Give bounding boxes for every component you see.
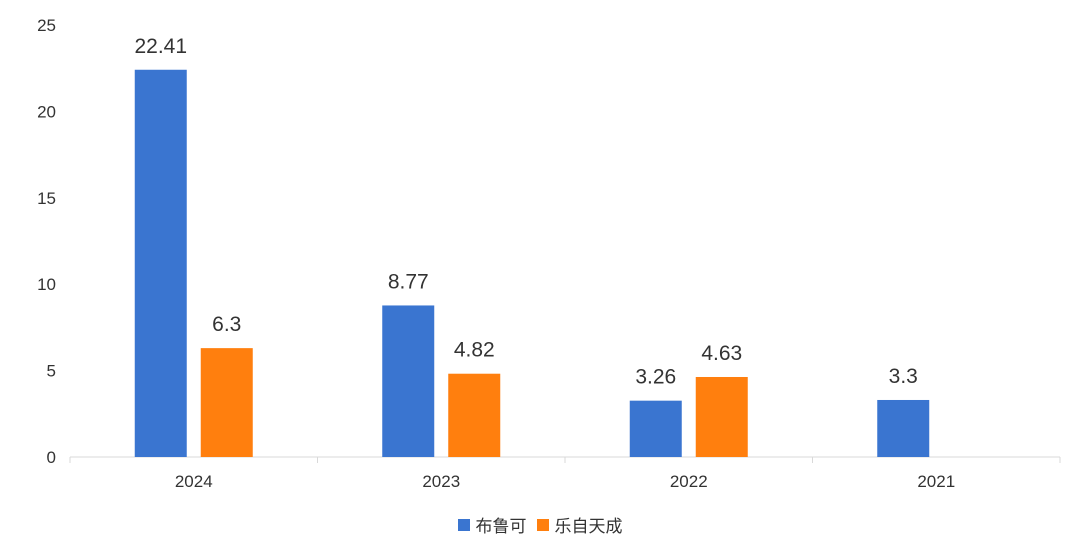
bar-series-2-2024[interactable] — [200, 348, 253, 457]
data-label-series-1-2024: 22.41 — [134, 35, 187, 58]
y-tick-label: 25 — [37, 16, 56, 35]
x-tick-label: 2022 — [670, 472, 708, 491]
bar-series-1-2024[interactable] — [134, 69, 187, 458]
y-tick-label: 5 — [47, 362, 56, 381]
legend-item-series-1[interactable]: 布鲁可 — [457, 512, 527, 537]
bar-series-2-2022[interactable] — [695, 376, 748, 457]
legend-swatch-series-2 — [536, 518, 549, 531]
data-labels: 22.41 6.3 8.77 4.82 3.26 4.63 3.3 — [134, 35, 917, 389]
legend-label-series-2: 乐自天成 — [554, 517, 623, 536]
x-axis: 2024 2023 2022 2021 — [69, 456, 1061, 491]
y-axis: 0 5 10 15 20 25 — [37, 16, 56, 467]
x-tick-label: 2024 — [175, 472, 213, 491]
y-tick-label: 0 — [47, 448, 56, 467]
data-label-series-2-2023: 4.82 — [454, 339, 495, 362]
y-tick-label: 15 — [37, 189, 56, 208]
legend-swatch-series-1 — [457, 518, 470, 531]
bar-series-1-2023[interactable] — [382, 305, 435, 457]
x-tick-label: 2023 — [422, 472, 460, 491]
data-label-series-2-2022: 4.63 — [701, 342, 742, 365]
legend-item-series-2[interactable]: 乐自天成 — [536, 512, 623, 537]
legend: 布鲁可 乐自天成 — [0, 512, 1080, 537]
x-tick-label: 2021 — [917, 472, 955, 491]
data-label-series-1-2022: 3.26 — [635, 366, 676, 389]
y-tick-label: 10 — [37, 275, 56, 294]
bar-series-1-2022[interactable] — [629, 400, 682, 457]
bar-series-1-2021[interactable] — [877, 399, 930, 457]
bar-series-2-2023[interactable] — [448, 373, 501, 457]
data-label-series-1-2023: 8.77 — [388, 270, 429, 293]
legend-label-series-1: 布鲁可 — [475, 517, 527, 536]
bars — [134, 69, 930, 458]
y-tick-label: 20 — [37, 102, 56, 121]
data-label-series-2-2024: 6.3 — [212, 313, 241, 336]
data-label-series-1-2021: 3.3 — [889, 365, 918, 388]
